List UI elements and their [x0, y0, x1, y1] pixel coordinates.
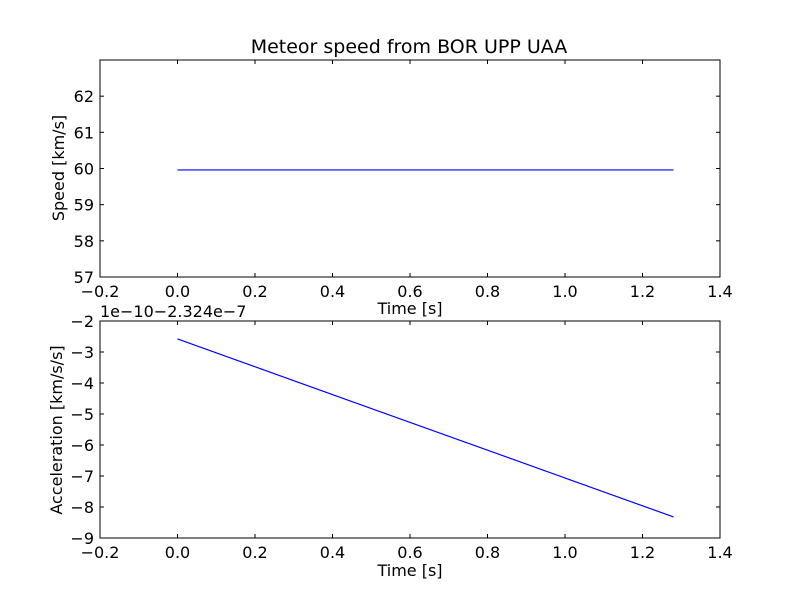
acceleration-y-tick-label: −4: [70, 374, 94, 393]
speed-y-axis-label: Speed [km/s]: [49, 115, 68, 221]
speed-x-tick-label: 0.2: [242, 282, 267, 301]
acceleration-chart: 1e−10−2.324e−7 −0.2 0.0 0.2 0.4 0.6 0.8 1.0 1.2…: [47, 302, 733, 580]
acceleration-x-tick-label: 0.6: [397, 543, 422, 562]
acceleration-y-tick-label: −7: [70, 467, 94, 486]
speed-x-axis-label: Time [s]: [376, 299, 442, 318]
speed-ticks: −0.2 0.0 0.2 0.4 0.6 0.8 1.0 1.2 1.4 57 58 59 60 61 62: [74, 60, 733, 301]
acceleration-y-tick-label: −9: [70, 529, 94, 548]
speed-y-tick-label: 61: [74, 123, 94, 142]
speed-y-tick-label: 57: [74, 268, 94, 287]
speed-x-tick-label: 1.4: [707, 282, 732, 301]
speed-chart: Meteor speed from BOR UPP UAA −0.2 0.0 0.2…: [49, 36, 733, 318]
speed-y-tick-label: 60: [74, 160, 94, 179]
speed-x-tick-label: 1.2: [630, 282, 655, 301]
acceleration-series-line: [177, 338, 674, 518]
acceleration-x-axis-label: Time [s]: [376, 561, 442, 580]
acceleration-series: [177, 338, 674, 518]
acceleration-x-tick-label: 1.0: [552, 543, 577, 562]
acceleration-y-tick-label: −5: [70, 405, 94, 424]
acceleration-x-tick-label: 1.4: [707, 543, 732, 562]
speed-x-tick-label: 0.6: [397, 282, 422, 301]
acceleration-x-tick-label: −0.2: [81, 543, 120, 562]
speed-y-tick-label: 59: [74, 196, 94, 215]
acceleration-y-tick-label: −2: [70, 312, 94, 331]
speed-x-tick-label: −0.2: [81, 282, 120, 301]
acceleration-ticks: −0.2 0.0 0.2 0.4 0.6 0.8 1.0 1.2 1.4 −9 −8 −7 −6 −5 −4…: [70, 312, 732, 562]
chart-title: Meteor speed from BOR UPP UAA: [251, 36, 568, 58]
acceleration-x-tick-label: 0.8: [475, 543, 500, 562]
speed-x-tick-label: 0.0: [165, 282, 190, 301]
acceleration-offset-label: 1e−10−2.324e−7: [100, 302, 246, 321]
acceleration-y-axis-label: Acceleration [km/s/s]: [47, 345, 66, 514]
acceleration-x-tick-label: 0.2: [242, 543, 267, 562]
speed-x-tick-label: 0.4: [320, 282, 345, 301]
speed-x-tick-label: 1.0: [552, 282, 577, 301]
speed-x-tick-label: 0.8: [475, 282, 500, 301]
speed-y-tick-label: 58: [74, 232, 94, 251]
acceleration-x-tick-label: 0.4: [320, 543, 345, 562]
acceleration-y-tick-label: −8: [70, 498, 94, 517]
speed-y-tick-label: 62: [74, 87, 94, 106]
acceleration-y-tick-label: −3: [70, 343, 94, 362]
acceleration-x-tick-label: 0.0: [165, 543, 190, 562]
acceleration-y-tick-label: −6: [70, 436, 94, 455]
acceleration-x-tick-label: 1.2: [630, 543, 655, 562]
